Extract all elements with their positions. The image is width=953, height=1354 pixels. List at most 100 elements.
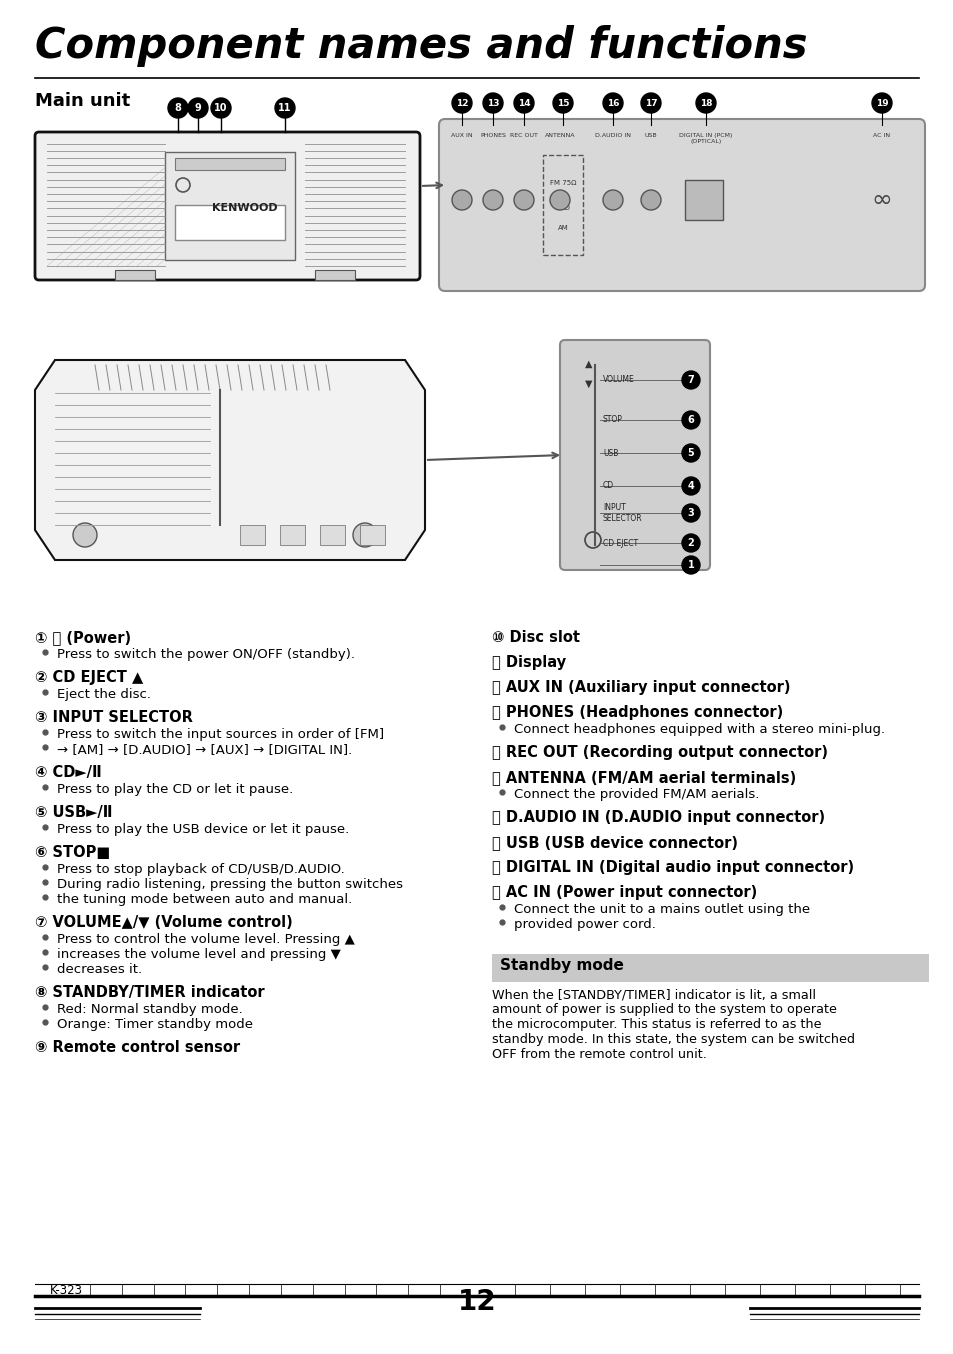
Bar (314, 269, 355, 280)
Bar (492, 955, 928, 982)
Text: ⑧ STANDBY/TIMER indicator: ⑧ STANDBY/TIMER indicator (35, 984, 264, 1001)
Circle shape (602, 190, 622, 210)
Text: 19: 19 (875, 99, 887, 107)
Text: 12: 12 (457, 1288, 496, 1316)
Circle shape (681, 477, 700, 496)
Bar (319, 525, 345, 546)
Text: REC OUT: REC OUT (510, 133, 537, 138)
Bar (165, 152, 294, 260)
Circle shape (681, 556, 700, 574)
Text: Press to control the volume level. Pressing ▲: Press to control the volume level. Press… (57, 933, 355, 946)
Bar (174, 158, 285, 171)
Text: 10: 10 (214, 103, 228, 112)
Text: ⑭ REC OUT (Recording output connector): ⑭ REC OUT (Recording output connector) (492, 745, 827, 760)
Text: AM: AM (558, 225, 568, 232)
Text: ⑱ DIGITAL IN (Digital audio input connector): ⑱ DIGITAL IN (Digital audio input connec… (492, 860, 853, 875)
Circle shape (640, 93, 660, 112)
Text: Press to switch the input sources in order of [FM]: Press to switch the input sources in ord… (57, 728, 384, 741)
Text: ⑦ VOLUME▲/▼ (Volume control): ⑦ VOLUME▲/▼ (Volume control) (35, 915, 293, 930)
Text: K-323: K-323 (50, 1284, 83, 1297)
Text: AUX IN: AUX IN (451, 133, 473, 138)
Text: KENWOOD: KENWOOD (212, 203, 277, 213)
Circle shape (550, 190, 569, 210)
Circle shape (871, 93, 891, 112)
Text: Press to play the CD or let it pause.: Press to play the CD or let it pause. (57, 783, 293, 796)
Text: 3: 3 (687, 508, 694, 519)
Text: Component names and functions: Component names and functions (35, 24, 806, 66)
Text: ⑯ D.AUDIO IN (D.AUDIO input connector): ⑯ D.AUDIO IN (D.AUDIO input connector) (492, 810, 824, 825)
Bar (684, 180, 722, 219)
Text: USB: USB (644, 133, 657, 138)
Text: Press to stop playback of CD/USB/D.AUDIO.: Press to stop playback of CD/USB/D.AUDIO… (57, 862, 344, 876)
Circle shape (452, 190, 472, 210)
Bar (115, 269, 154, 280)
Text: 11: 11 (278, 103, 292, 112)
Text: VOLUME: VOLUME (602, 375, 634, 385)
FancyBboxPatch shape (559, 340, 709, 570)
Text: AC IN: AC IN (873, 133, 890, 138)
Bar (174, 204, 285, 240)
Text: When the [STANDBY/TIMER] indicator is lit, a small
amount of power is supplied t: When the [STANDBY/TIMER] indicator is li… (492, 988, 854, 1062)
Bar (359, 525, 385, 546)
Circle shape (452, 93, 472, 112)
Polygon shape (35, 360, 424, 561)
Text: Connect the provided FM/AM aerials.: Connect the provided FM/AM aerials. (514, 788, 759, 802)
Circle shape (681, 533, 700, 552)
Circle shape (274, 97, 294, 118)
Circle shape (188, 97, 208, 118)
Circle shape (514, 93, 534, 112)
Text: ⑬ PHONES (Headphones connector): ⑬ PHONES (Headphones connector) (492, 705, 782, 720)
Text: ⑨ Remote control sensor: ⑨ Remote control sensor (35, 1040, 240, 1055)
Text: ② CD EJECT ▲: ② CD EJECT ▲ (35, 670, 143, 685)
Text: ⑮ ANTENNA (FM/AM aerial terminals): ⑮ ANTENNA (FM/AM aerial terminals) (492, 770, 796, 785)
Text: CD: CD (602, 482, 614, 490)
Text: ANTENNA: ANTENNA (544, 133, 575, 138)
Text: USB: USB (602, 448, 618, 458)
Circle shape (681, 412, 700, 429)
Text: ∞: ∞ (871, 188, 891, 213)
Text: ⑩ Disc slot: ⑩ Disc slot (492, 630, 579, 645)
Text: 6: 6 (687, 414, 694, 425)
Text: 1: 1 (687, 561, 694, 570)
Text: 14: 14 (517, 99, 530, 107)
Circle shape (211, 97, 231, 118)
Text: ⑲ AC IN (Power input connector): ⑲ AC IN (Power input connector) (492, 886, 757, 900)
Text: 13: 13 (486, 99, 498, 107)
Text: During radio listening, pressing the button switches: During radio listening, pressing the but… (57, 877, 402, 891)
Text: → [AM] → [D.AUDIO] → [AUX] → [DIGITAL IN].: → [AM] → [D.AUDIO] → [AUX] → [DIGITAL IN… (57, 743, 352, 756)
Text: FM 75Ω: FM 75Ω (549, 180, 576, 185)
Text: the tuning mode between auto and manual.: the tuning mode between auto and manual. (57, 894, 352, 906)
Text: 18: 18 (699, 99, 712, 107)
Text: ⑥ STOP■: ⑥ STOP■ (35, 845, 111, 860)
Circle shape (553, 93, 573, 112)
Text: CD EJECT: CD EJECT (602, 539, 638, 547)
FancyBboxPatch shape (35, 131, 419, 280)
Circle shape (681, 504, 700, 523)
Text: ⑫ AUX IN (Auxiliary input connector): ⑫ AUX IN (Auxiliary input connector) (492, 680, 790, 695)
Text: ③ INPUT SELECTOR: ③ INPUT SELECTOR (35, 709, 193, 724)
Text: 2: 2 (687, 538, 694, 548)
Text: 15: 15 (557, 99, 569, 107)
Text: DIGITAL IN (PCM)
(OPTICAL): DIGITAL IN (PCM) (OPTICAL) (679, 133, 732, 144)
Text: Eject the disc.: Eject the disc. (57, 688, 151, 701)
Bar (240, 525, 265, 546)
Text: 8: 8 (174, 103, 181, 112)
Circle shape (482, 190, 502, 210)
Text: Standby mode: Standby mode (499, 959, 623, 974)
Circle shape (168, 97, 188, 118)
Text: 17: 17 (644, 99, 657, 107)
Text: INPUT
SELECTOR: INPUT SELECTOR (602, 504, 642, 523)
Text: Connect the unit to a mains outlet using the: Connect the unit to a mains outlet using… (514, 903, 809, 917)
Text: STOP: STOP (602, 416, 622, 425)
Text: Press to switch the power ON/OFF (standby).: Press to switch the power ON/OFF (standb… (57, 649, 355, 661)
Circle shape (640, 190, 660, 210)
Text: Orange: Timer standby mode: Orange: Timer standby mode (57, 1018, 253, 1030)
Text: ⑤ USB►/Ⅱ: ⑤ USB►/Ⅱ (35, 806, 112, 821)
Text: ① ⏻ (Power): ① ⏻ (Power) (35, 630, 131, 645)
Circle shape (514, 190, 534, 210)
Circle shape (482, 93, 502, 112)
Text: ⑪ Display: ⑪ Display (492, 655, 565, 670)
Text: decreases it.: decreases it. (57, 963, 142, 976)
Text: 4: 4 (687, 481, 694, 492)
Text: ④ CD►/Ⅱ: ④ CD►/Ⅱ (35, 765, 102, 780)
